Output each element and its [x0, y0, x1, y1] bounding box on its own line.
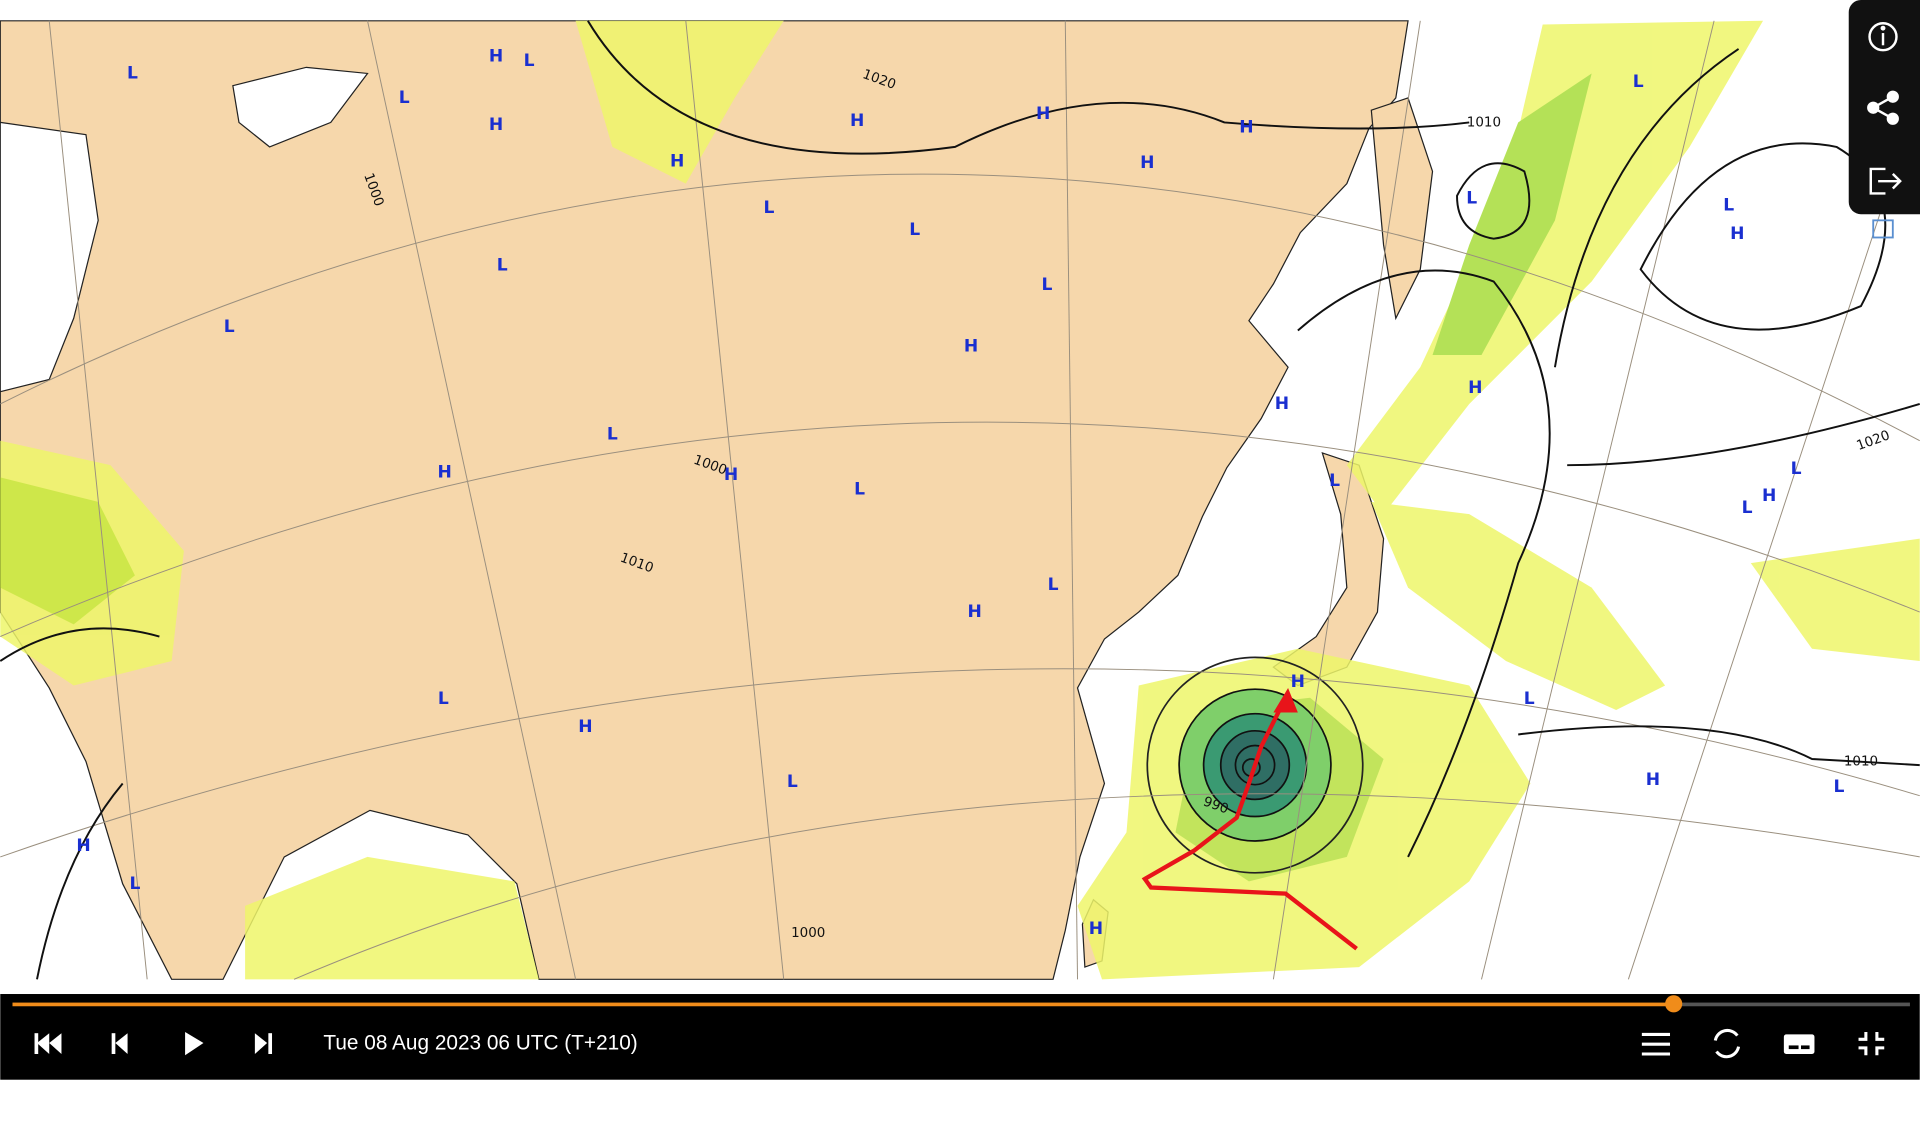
pressure-center-label: H	[489, 115, 503, 135]
precipitation	[0, 20, 1920, 980]
export-button[interactable]	[1869, 167, 1902, 195]
graticule	[0, 20, 1920, 980]
pressure-center-label: L	[1723, 196, 1734, 216]
isobar-label: 1010	[1467, 115, 1501, 130]
pressure-center-label: L	[1466, 188, 1477, 208]
storm-track	[1141, 696, 1358, 951]
share-button[interactable]	[1867, 90, 1899, 125]
pressure-center-label: H	[437, 463, 451, 483]
pressure-center-label: L	[438, 689, 449, 709]
pressure-center-label: L	[1791, 459, 1802, 479]
pressure-center-label: H	[670, 152, 684, 172]
isobar-label: 1000	[791, 926, 825, 941]
pressure-center-label: L	[524, 51, 535, 71]
land	[0, 20, 1409, 980]
progress-remaining	[1673, 1002, 1910, 1007]
loop-button[interactable]	[1713, 1028, 1741, 1059]
pressure-center-label: L	[497, 256, 508, 276]
pressure-center-label: L	[1329, 471, 1340, 491]
pressure-center-label: H	[489, 46, 503, 66]
pressure-center-label: H	[578, 717, 592, 737]
pressure-center-label: H	[1089, 919, 1103, 939]
pressure-center-label: L	[1633, 72, 1644, 92]
pressure-center-label: H	[1275, 394, 1289, 414]
pressure-center-label: L	[1041, 275, 1052, 295]
player-background	[0, 994, 1920, 1080]
captions-button[interactable]	[1783, 1034, 1815, 1054]
pressure-center-label: L	[127, 63, 138, 83]
pressure-center-label: L	[854, 480, 865, 500]
pressure-center-label: L	[1048, 575, 1059, 595]
pressure-center-label: H	[76, 836, 90, 856]
pressure-center-label: H	[1036, 104, 1050, 124]
pressure-center-label: L	[787, 772, 798, 792]
progress-knob[interactable]	[1665, 995, 1683, 1013]
settings-button[interactable]	[1641, 1032, 1671, 1056]
first-button[interactable]	[34, 1033, 62, 1054]
pressure-center-label: H	[964, 336, 978, 356]
player-bar: Tue 08 Aug 2023 06 UTC (T+210)	[0, 994, 1920, 1080]
pressure-center-label: H	[1730, 224, 1744, 244]
side-toolbar	[1848, 0, 1920, 239]
inland-sea	[232, 66, 369, 148]
pressure-center-label: L	[607, 425, 618, 445]
pressure-center-label: H	[1468, 378, 1482, 398]
pressure-center-label: H	[724, 465, 738, 485]
pressure-center-label: L	[1833, 777, 1844, 797]
pressure-center-label: L	[1524, 689, 1535, 709]
pressure-center-label: L	[129, 874, 140, 894]
pressure-center-label: L	[399, 88, 410, 108]
isobars	[0, 20, 1920, 980]
pressure-center-label: L	[1742, 498, 1753, 518]
pressure-center-label: H	[1646, 770, 1660, 790]
pressure-center-label: H	[1239, 117, 1253, 137]
sea-west	[0, 121, 99, 393]
pressure-center-label: L	[224, 317, 235, 337]
pressure-center-label: H	[1140, 153, 1154, 173]
fit-button[interactable]	[1872, 219, 1894, 239]
progress-played	[12, 1002, 1674, 1007]
pressure-center-label: H	[850, 111, 864, 131]
pressure-center-label: H	[968, 602, 982, 622]
timestamp: Tue 08 Aug 2023 06 UTC (T+210)	[323, 1032, 637, 1055]
pressure-center-label: H	[1762, 486, 1776, 506]
play-button[interactable]	[185, 1031, 204, 1056]
pressure-center-label: L	[909, 220, 920, 240]
prev-button[interactable]	[111, 1033, 128, 1054]
pressure-center-label: L	[764, 198, 775, 218]
isobar-label: 1010	[1844, 754, 1878, 769]
toolbar-panel	[1848, 0, 1920, 215]
exit-fullscreen-button[interactable]	[1858, 1031, 1885, 1056]
track-arrow	[1273, 687, 1298, 713]
pressure-center-label: H	[1291, 672, 1305, 692]
info-button[interactable]	[1868, 22, 1898, 52]
next-button[interactable]	[254, 1033, 273, 1054]
